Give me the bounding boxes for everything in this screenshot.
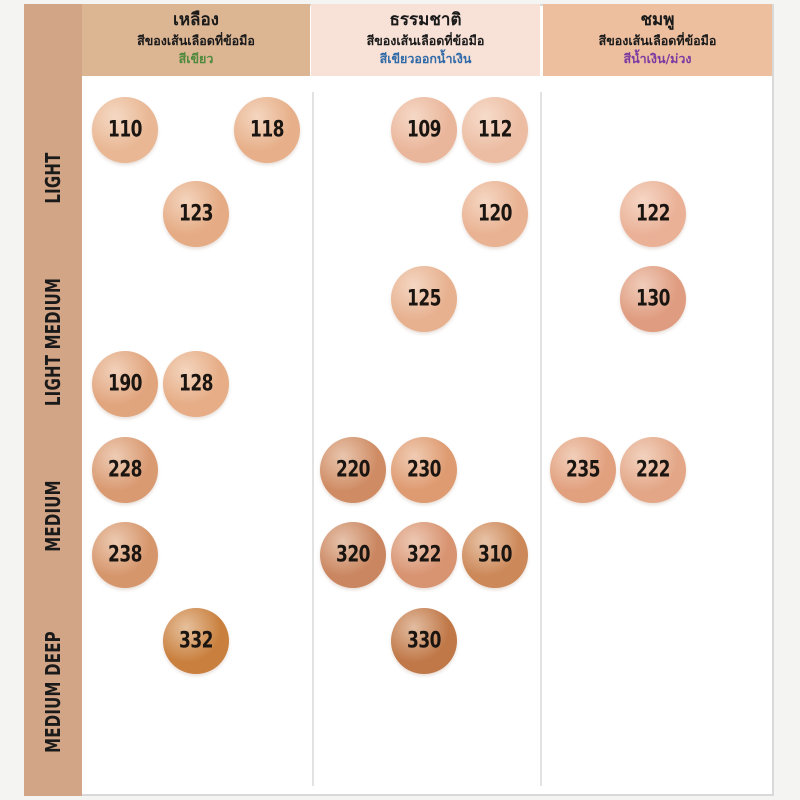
shade-code: 230 [407,457,442,483]
shade-swatch: 322 [391,522,457,588]
shade-code: 310 [478,542,513,568]
shade-code: 123 [179,201,214,227]
column-header-neutral: ธรรมชาติ สีของเส้นเลือดที่ข้อมือ สีเขียว… [311,4,540,76]
shade-swatch: 123 [163,181,229,247]
column-title: เหลือง [173,10,219,30]
shade-code: 120 [478,201,513,227]
shade-swatch: 320 [320,522,386,588]
shade-code: 125 [407,286,442,312]
row-label-light: LIGHT [40,152,66,204]
vein-color-label: สีเขียว [178,51,214,66]
shade-code: 320 [336,542,371,568]
shade-swatch: 222 [620,437,686,503]
shade-code: 330 [407,628,442,654]
shade-code: 332 [179,628,214,654]
shade-swatch: 110 [92,97,158,163]
shade-swatch: 125 [391,266,457,332]
column-subtitle: สีของเส้นเลือดที่ข้อมือ [598,33,717,48]
shade-code: 122 [636,201,671,227]
shade-code: 128 [179,371,214,397]
row-label-bar [24,4,82,796]
vein-color-label: สีเขียวออกน้ำเงิน [379,51,472,66]
shade-swatch: 238 [92,522,158,588]
row-label-medium: MEDIUM [40,480,66,552]
shade-swatch: 120 [462,181,528,247]
column-divider [540,92,542,786]
shade-swatch: 228 [92,437,158,503]
column-subtitle: สีของเส้นเลือดที่ข้อมือ [137,33,255,48]
shade-code: 112 [478,117,513,143]
shade-code: 222 [636,457,671,483]
shade-code: 228 [108,457,143,483]
shade-code: 220 [336,457,371,483]
shade-code: 235 [566,457,601,483]
column-header-yellow: เหลือง สีของเส้นเลือดที่ข้อมือ สีเขียว [82,4,310,76]
column-title: ชมพู [640,10,675,30]
row-label-medium-deep: MEDIUM DEEP [40,631,66,753]
shade-code: 322 [407,542,442,568]
shade-swatch: 332 [163,608,229,674]
shade-swatch: 330 [391,608,457,674]
shade-swatch: 235 [550,437,616,503]
shade-code: 109 [407,117,442,143]
shade-swatch: 118 [234,97,300,163]
shade-code: 238 [108,542,143,568]
shade-swatch: 128 [163,351,229,417]
shade-swatch: 310 [462,522,528,588]
shade-code: 110 [108,117,143,143]
column-divider [312,92,314,786]
shade-swatch: 190 [92,351,158,417]
shade-swatch: 230 [391,437,457,503]
shade-swatch: 130 [620,266,686,332]
shade-swatch: 109 [391,97,457,163]
shade-code: 130 [636,286,671,312]
row-label-light-medium: LIGHT MEDIUM [40,277,66,407]
shade-code: 118 [250,117,285,143]
column-subtitle: สีของเส้นเลือดที่ข้อมือ [366,33,485,48]
shade-swatch: 122 [620,181,686,247]
column-title: ธรรมชาติ [389,10,462,30]
shade-code: 190 [108,371,143,397]
shade-swatch: 112 [462,97,528,163]
vein-color-label: สีน้ำเงิน/ม่วง [623,51,692,66]
column-header-pink: ชมพู สีของเส้นเลือดที่ข้อมือ สีน้ำเงิน/ม… [543,4,772,76]
shade-swatch: 220 [320,437,386,503]
